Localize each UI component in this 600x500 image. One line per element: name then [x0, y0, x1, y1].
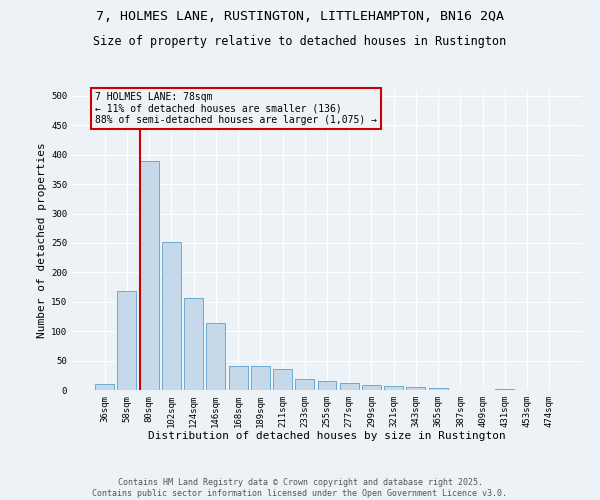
Bar	[295, 380, 314, 390]
Text: Size of property relative to detached houses in Rustington: Size of property relative to detached ho…	[94, 35, 506, 48]
Bar	[406, 387, 425, 390]
Text: Contains HM Land Registry data © Crown copyright and database right 2025.
Contai: Contains HM Land Registry data © Crown c…	[92, 478, 508, 498]
Bar	[340, 383, 359, 390]
Text: 7, HOLMES LANE, RUSTINGTON, LITTLEHAMPTON, BN16 2QA: 7, HOLMES LANE, RUSTINGTON, LITTLEHAMPTO…	[96, 10, 504, 23]
Y-axis label: Number of detached properties: Number of detached properties	[37, 142, 47, 338]
Bar	[251, 366, 270, 390]
Bar	[140, 160, 158, 390]
Bar	[429, 388, 448, 390]
Bar	[184, 298, 203, 390]
Bar	[206, 323, 225, 390]
Bar	[362, 386, 381, 390]
Bar	[317, 380, 337, 390]
Bar	[118, 291, 136, 390]
Bar	[229, 366, 248, 390]
Bar	[384, 386, 403, 390]
Bar	[95, 384, 114, 390]
Text: 7 HOLMES LANE: 78sqm
← 11% of detached houses are smaller (136)
88% of semi-deta: 7 HOLMES LANE: 78sqm ← 11% of detached h…	[95, 92, 377, 125]
Bar	[273, 370, 292, 390]
Bar	[162, 242, 181, 390]
X-axis label: Distribution of detached houses by size in Rustington: Distribution of detached houses by size …	[148, 432, 506, 442]
